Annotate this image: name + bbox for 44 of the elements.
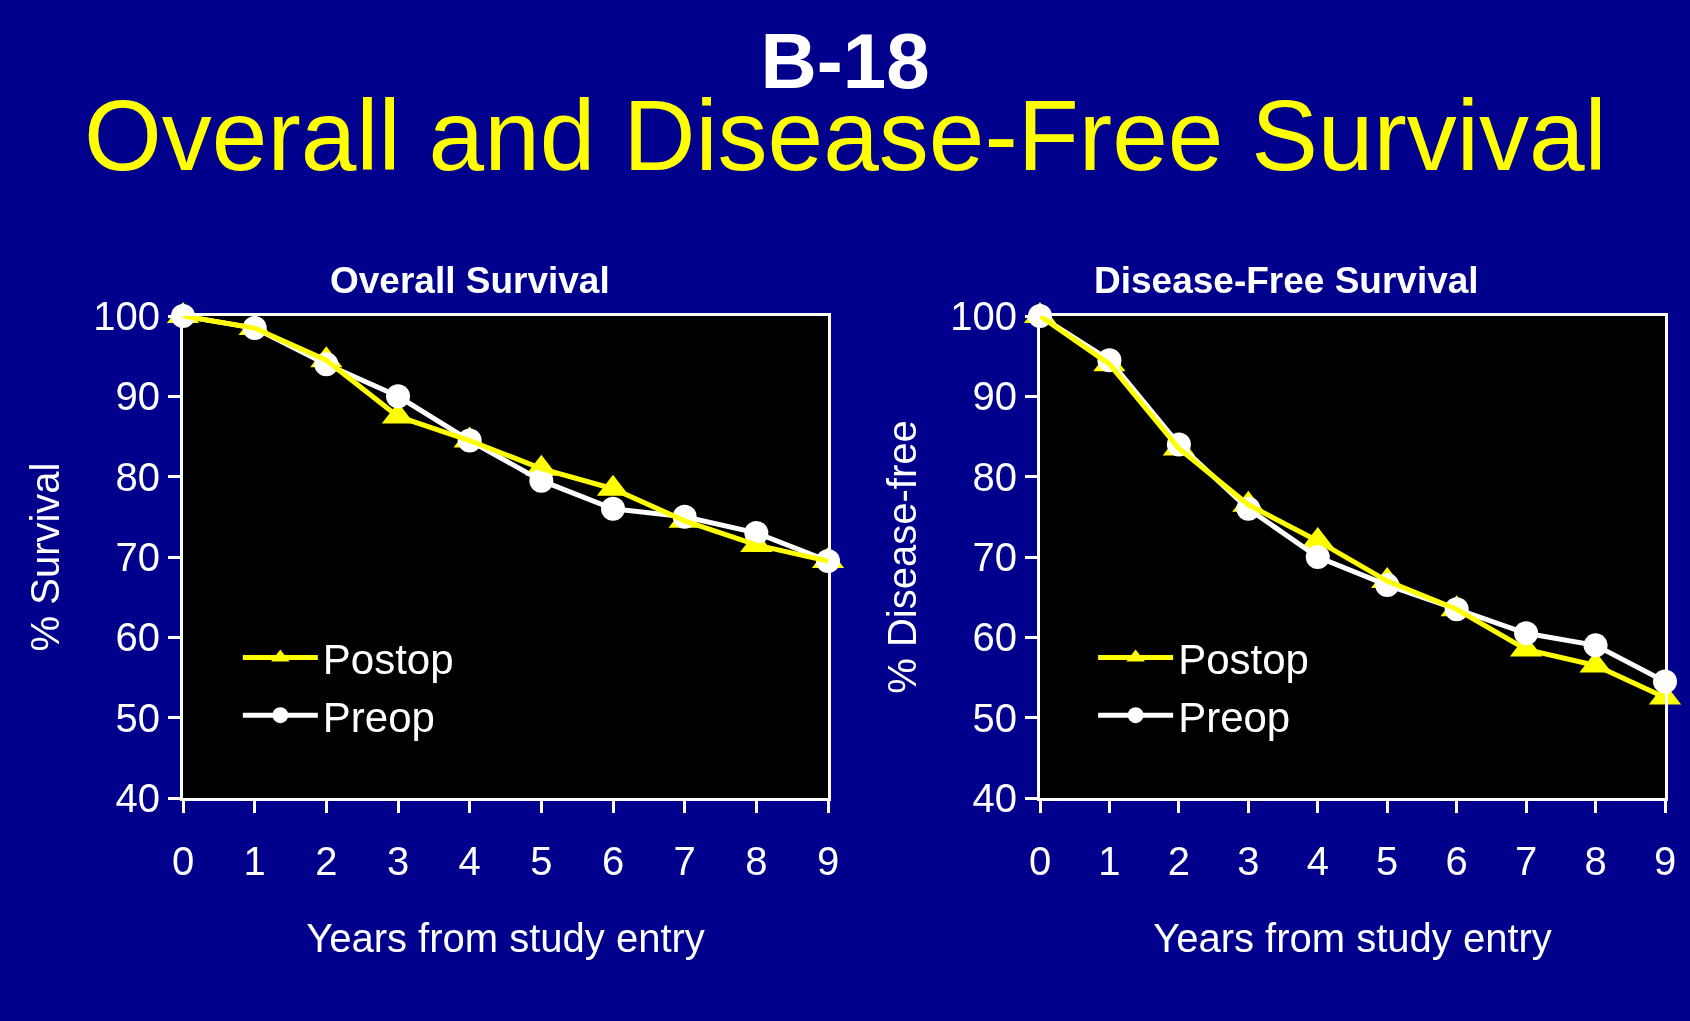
x-tick-label: 3 [386, 839, 410, 883]
legend-label: Postop [322, 635, 454, 683]
x-tick-label: 6 [601, 839, 625, 883]
y-tick-label: 50 [972, 695, 1017, 740]
x-tick-label: 4 [1306, 839, 1329, 883]
legend-label: Preop [1178, 693, 1291, 741]
x-tick-label: 8 [745, 839, 768, 883]
chart-title: Overall Survival [330, 260, 610, 301]
x-tick-label: 7 [673, 839, 696, 883]
x-tick-label: 2 [1167, 839, 1191, 883]
x-tick-label: 0 [171, 839, 195, 883]
x-tick-label: 1 [1098, 839, 1121, 883]
x-tick-label: 9 [1653, 839, 1677, 883]
x-tick-label: 6 [1445, 839, 1468, 883]
x-tick-label: 9 [816, 839, 840, 883]
x-tick-label: 2 [315, 839, 338, 883]
x-tick-label: 5 [1376, 839, 1399, 883]
y-tick-label: 80 [115, 454, 160, 499]
y-tick-label: 90 [972, 374, 1017, 419]
legend-label: Preop [322, 693, 435, 741]
y-axis-title: % Survival [22, 462, 67, 652]
x-tick-label: 3 [1237, 839, 1260, 883]
y-tick-label: 80 [972, 454, 1017, 499]
y-axis-title: % Disease-free [879, 420, 924, 694]
x-tick-label: 1 [243, 839, 266, 883]
y-tick-label: 100 [93, 294, 160, 338]
x-axis-title: Years from study entry [306, 915, 705, 960]
legend-label: Postop [1178, 635, 1309, 683]
x-tick-label: 7 [1514, 839, 1538, 883]
y-tick-label: 40 [972, 776, 1017, 820]
y-tick-label: 70 [972, 535, 1017, 579]
x-axis-title: Years from study entry [1153, 915, 1552, 960]
y-tick-label: 70 [115, 535, 160, 579]
x-tick-label: 0 [1028, 839, 1052, 883]
x-tick-label: 5 [530, 839, 553, 883]
y-tick-label: 40 [115, 776, 160, 820]
y-tick-label: 50 [115, 695, 160, 740]
y-tick-label: 100 [950, 294, 1017, 338]
y-tick-label: 90 [115, 374, 160, 419]
x-tick-label: 4 [458, 839, 481, 883]
x-tick-label: 8 [1584, 839, 1607, 883]
y-tick-label: 60 [115, 615, 160, 660]
y-tick-label: 60 [972, 615, 1017, 660]
chart-title: Disease-Free Survival [1094, 260, 1479, 301]
